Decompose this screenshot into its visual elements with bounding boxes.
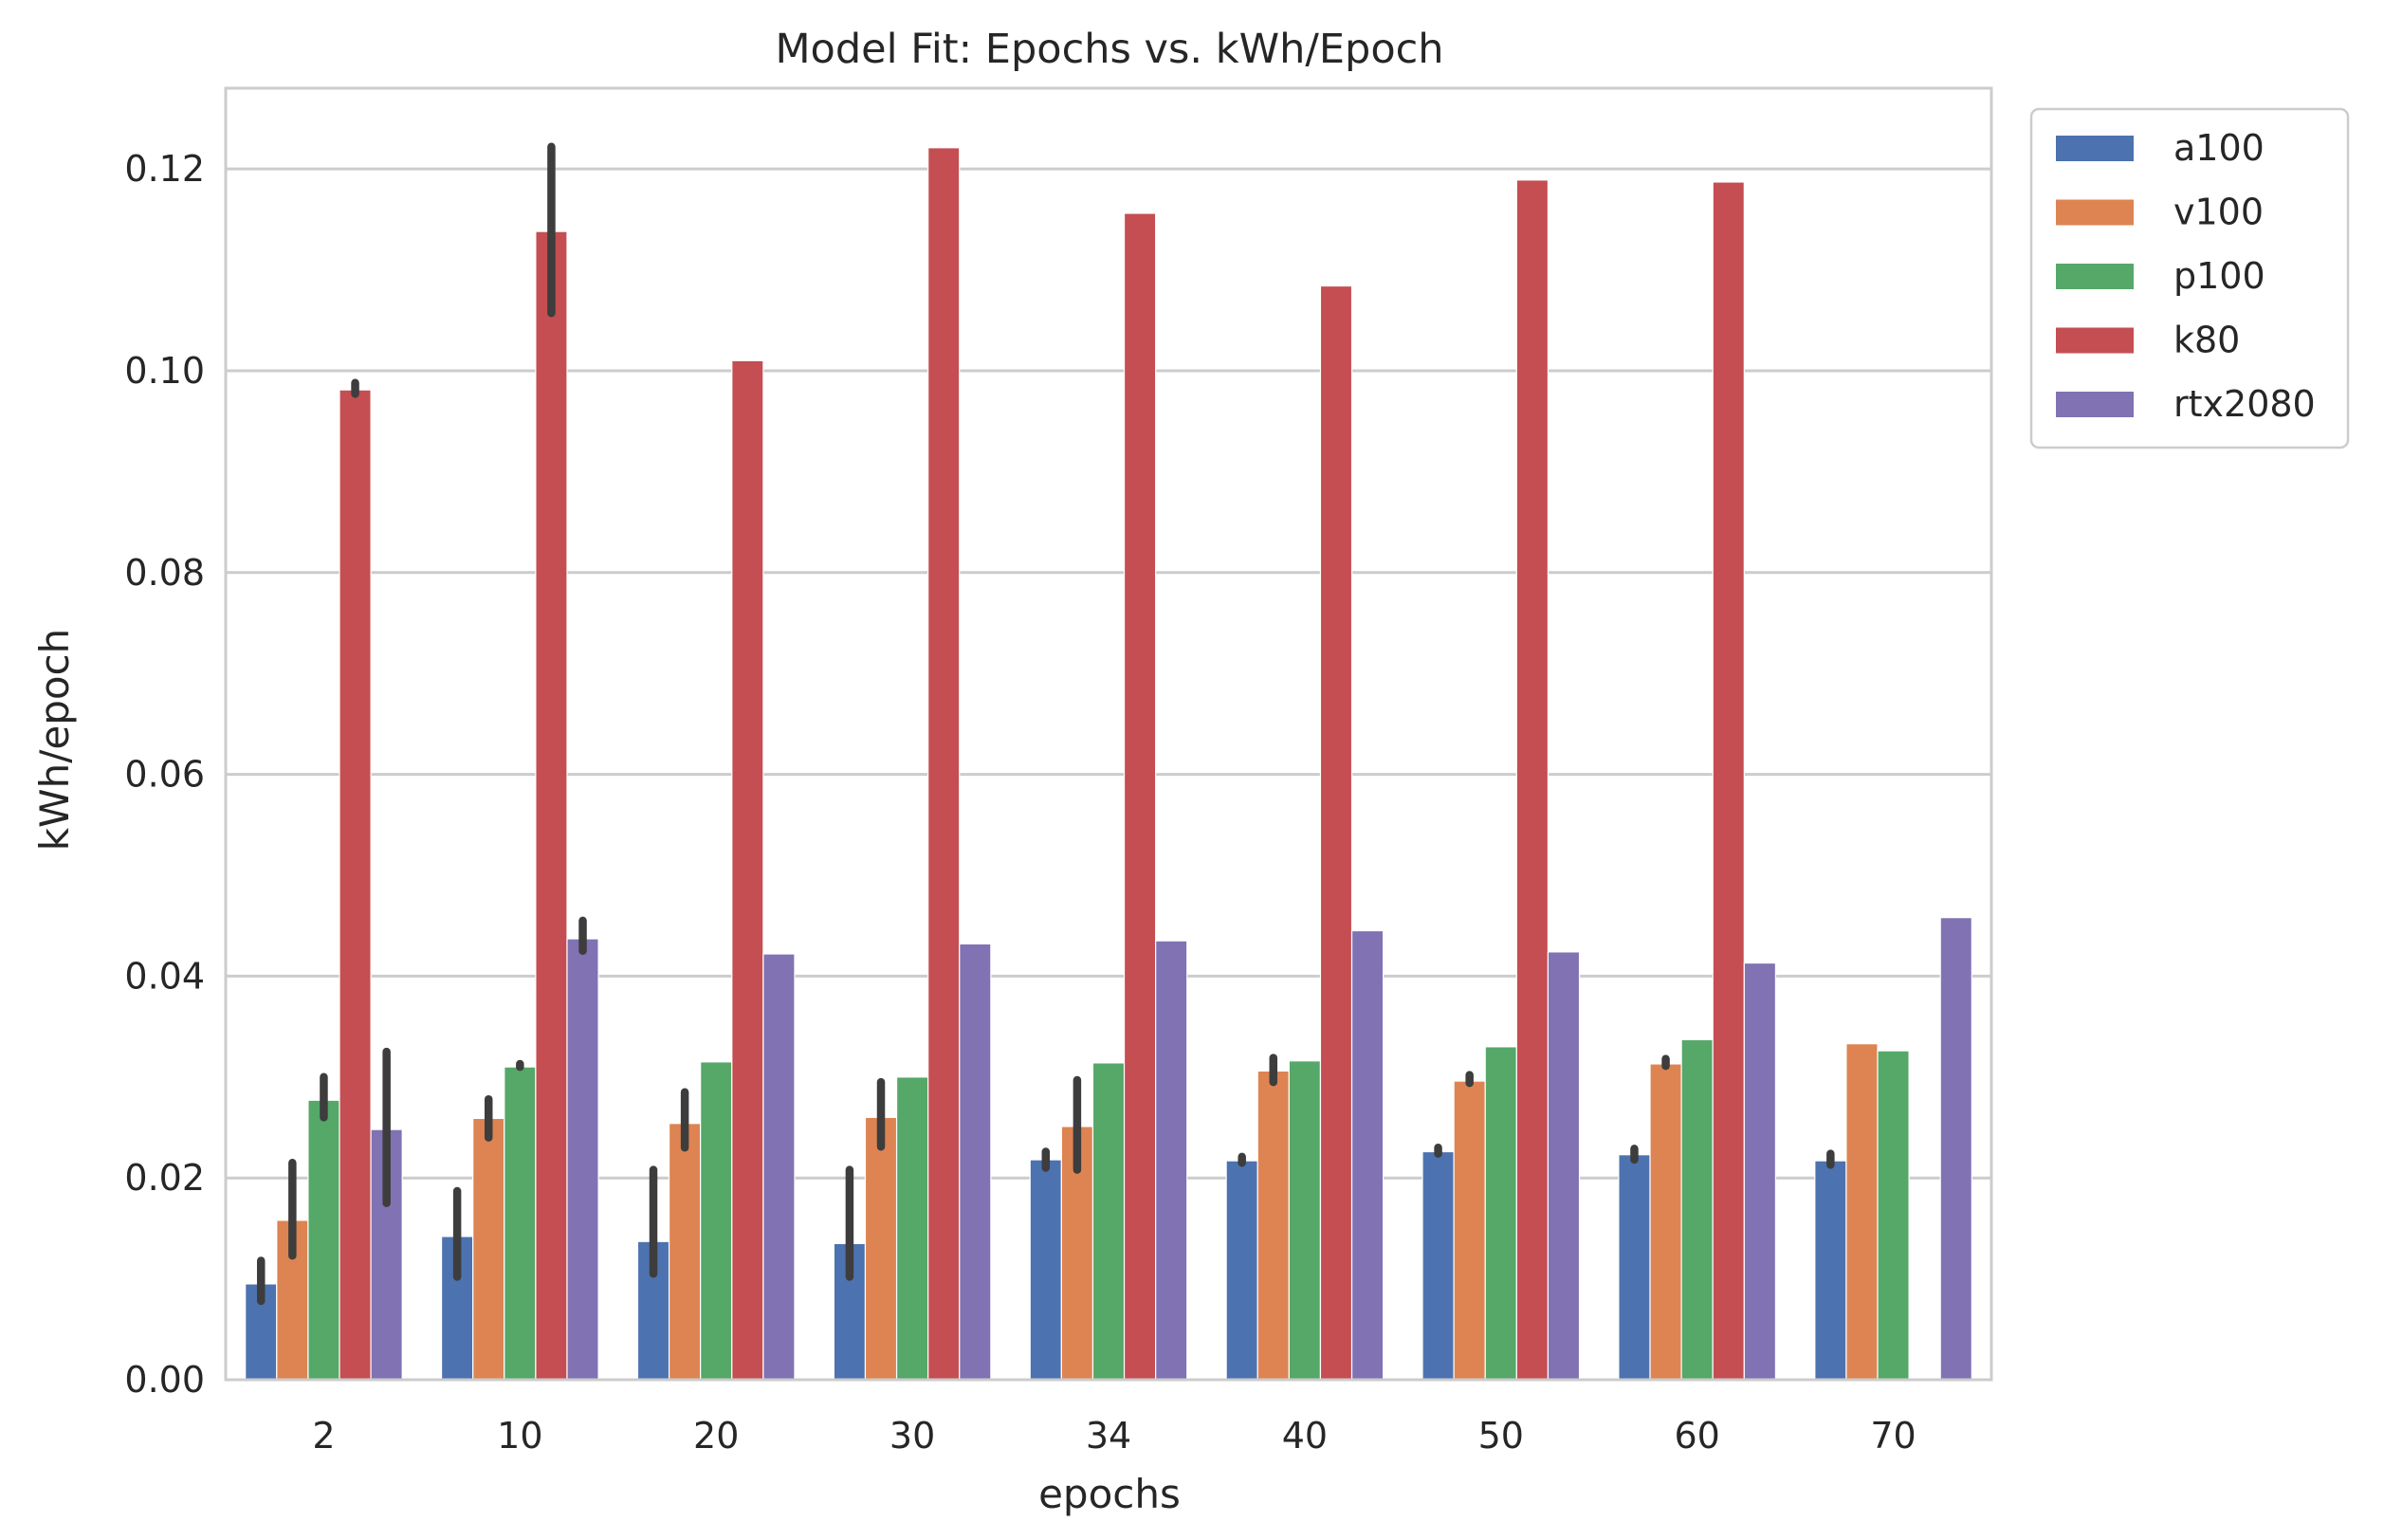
legend-swatch-k80 (2056, 327, 2134, 354)
bar-v100-70 (1845, 1043, 1879, 1381)
legend-label-k80: k80 (2173, 320, 2240, 361)
bar-a100-60 (1618, 1154, 1651, 1381)
bar-k80-30 (927, 147, 961, 1381)
bar-k80-40 (1319, 284, 1353, 1381)
x-tick-label: 10 (497, 1415, 542, 1457)
legend-frame (2029, 107, 2350, 449)
bar-p100-2 (307, 1099, 340, 1381)
error-bars (256, 142, 1835, 1306)
bar-rtx2080-34 (1155, 940, 1188, 1381)
bar-rtx2080-50 (1547, 951, 1581, 1381)
chart-title: Model Fit: Epochs vs. kWh/Epoch (775, 26, 1443, 73)
y-tick-label: 0.08 (124, 552, 205, 594)
bar-p100-10 (504, 1066, 537, 1381)
legend-label-v100: v100 (2173, 192, 2264, 233)
legend-swatch-a100 (2056, 136, 2134, 161)
bar-a100-34 (1029, 1159, 1062, 1381)
bar-p100-50 (1484, 1046, 1517, 1381)
bar-v100-20 (668, 1123, 702, 1381)
bar-rtx2080-10 (566, 938, 599, 1381)
plot-frame (224, 86, 1993, 1382)
legend-label-a100: a100 (2173, 127, 2265, 169)
y-tick-label: 0.00 (124, 1359, 205, 1401)
x-tick-label: 60 (1674, 1415, 1719, 1457)
bars (245, 147, 1972, 1381)
bar-rtx2080-70 (1939, 917, 1972, 1381)
bar-a100-50 (1421, 1150, 1455, 1381)
bar-p100-60 (1680, 1038, 1714, 1381)
x-tick-label: 70 (1870, 1415, 1916, 1457)
bar-rtx2080-20 (762, 953, 796, 1381)
x-tick-label: 20 (693, 1415, 739, 1457)
bar-v100-2 (276, 1219, 309, 1381)
bar-rtx2080-40 (1350, 929, 1385, 1381)
bar-rtx2080-30 (959, 943, 992, 1381)
legend-swatch-v100 (2056, 199, 2134, 226)
bar-k80-10 (535, 230, 568, 1381)
bar-p100-40 (1288, 1060, 1322, 1381)
bar-v100-40 (1256, 1070, 1290, 1381)
bar-k80-20 (731, 359, 764, 1381)
bar-v100-10 (472, 1117, 505, 1381)
x-tick-label: 50 (1478, 1415, 1524, 1457)
legend: a100 v100 p100 k80 rtx2080 (2029, 107, 2350, 449)
x-axis-ticks: 2 10 20 30 34 40 50 60 70 (312, 1415, 1916, 1457)
bar-p100-20 (700, 1061, 733, 1381)
bar-v100-50 (1453, 1080, 1486, 1381)
bar-a100-40 (1225, 1160, 1258, 1381)
x-axis-title: epochs (1038, 1471, 1181, 1517)
legend-swatch-rtx2080 (2056, 392, 2134, 417)
bar-v100-60 (1649, 1063, 1682, 1381)
bar-k80-2 (339, 389, 372, 1381)
y-tick-label: 0.06 (124, 754, 205, 796)
y-tick-label: 0.12 (124, 148, 205, 190)
bar-p100-34 (1091, 1062, 1126, 1381)
bar-p100-70 (1877, 1050, 1910, 1381)
y-tick-label: 0.02 (124, 1157, 205, 1199)
y-axis-title: kWh/epoch (31, 629, 78, 852)
bar-rtx2080-60 (1743, 962, 1777, 1381)
x-tick-label: 30 (889, 1415, 935, 1457)
bar-k80-60 (1712, 181, 1745, 1381)
x-tick-label: 34 (1086, 1415, 1131, 1457)
bar-k80-34 (1123, 212, 1157, 1381)
y-tick-label: 0.10 (124, 350, 205, 392)
x-tick-label: 2 (312, 1415, 335, 1457)
y-axis-ticks: 0.00 0.02 0.04 0.06 0.08 0.10 0.12 (124, 148, 205, 1401)
bar-a100-70 (1814, 1160, 1847, 1381)
bar-v100-30 (864, 1116, 898, 1381)
legend-label-p100: p100 (2173, 255, 2265, 297)
y-tick-label: 0.04 (124, 955, 205, 997)
legend-swatch-p100 (2056, 264, 2134, 289)
bar-k80-50 (1515, 179, 1550, 1381)
x-tick-label: 40 (1282, 1415, 1328, 1457)
bar-p100-30 (895, 1076, 929, 1381)
legend-label-rtx2080: rtx2080 (2173, 383, 2316, 425)
